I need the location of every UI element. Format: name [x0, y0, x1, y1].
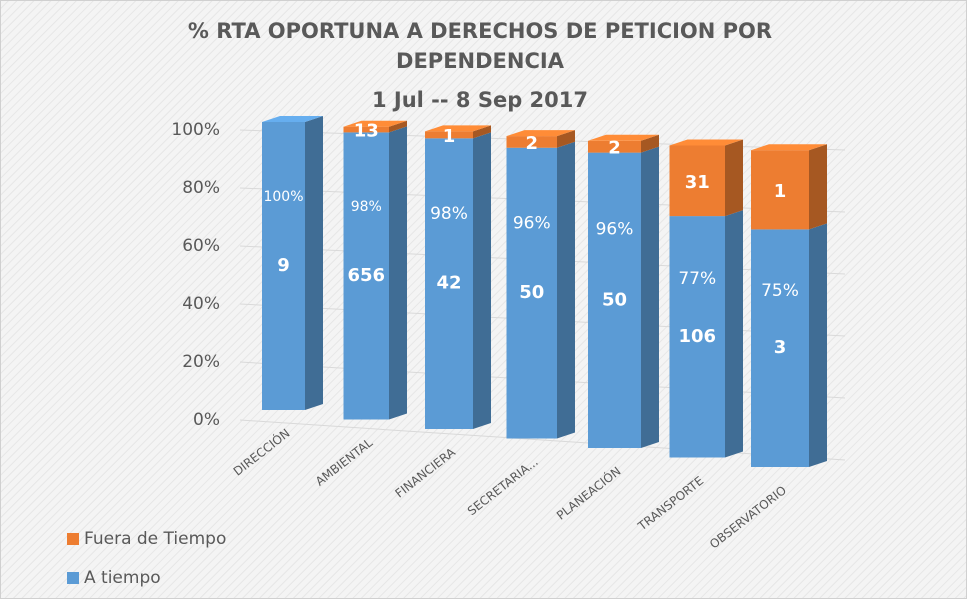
- y-tick-label: 60%: [182, 236, 220, 256]
- bar: [262, 122, 305, 410]
- bar-side: [557, 141, 575, 439]
- legend-label: A tiempo: [84, 568, 161, 588]
- y-tick-label: 20%: [182, 352, 220, 372]
- bar: [425, 138, 473, 429]
- grid-line: [239, 419, 846, 461]
- percent-label: 100%: [263, 189, 303, 205]
- legend-swatch: [67, 572, 79, 584]
- data-label: 2: [525, 133, 538, 154]
- data-label: 42: [436, 273, 461, 294]
- percent-label: 96%: [513, 213, 551, 233]
- percent-label: 96%: [596, 219, 634, 239]
- chart-title: % RTA OPORTUNA A DERECHOS DE PETICION PO…: [187, 19, 773, 73]
- bar-top: [506, 130, 575, 137]
- bar: [343, 132, 389, 420]
- bar-top: [669, 139, 743, 146]
- bar: [425, 131, 473, 139]
- data-label: 50: [602, 289, 627, 310]
- bar-side: [641, 146, 659, 448]
- data-label: 3: [774, 337, 787, 358]
- y-tick-label: 40%: [182, 294, 220, 314]
- data-label: 50: [519, 282, 544, 303]
- data-label: 106: [678, 326, 716, 347]
- data-label: 1: [443, 126, 456, 147]
- data-label: 31: [685, 172, 710, 193]
- bar: [506, 147, 557, 439]
- bar-side: [473, 132, 491, 429]
- bar-side: [557, 130, 575, 148]
- legend-swatch: [67, 533, 79, 545]
- data-label: 13: [354, 121, 379, 142]
- bar-top: [343, 120, 407, 127]
- bar: [588, 140, 641, 153]
- data-label: 656: [347, 265, 385, 286]
- bar-side: [725, 139, 743, 217]
- bar: [751, 150, 809, 230]
- percent-label: 98%: [351, 199, 382, 215]
- bar-top: [751, 144, 827, 151]
- bar-top: [588, 134, 659, 141]
- percent-label: 77%: [678, 269, 716, 289]
- bar-top: [425, 125, 491, 132]
- percent-label: 98%: [430, 204, 468, 224]
- bar: [669, 216, 725, 458]
- bar: [588, 152, 641, 448]
- y-tick-label: 80%: [182, 178, 220, 198]
- bar-side: [641, 134, 659, 153]
- y-tick-label: 0%: [193, 410, 220, 430]
- bar-side: [725, 210, 743, 458]
- bar: [343, 126, 389, 133]
- data-label: 2: [608, 138, 621, 159]
- percent-label: 75%: [761, 281, 799, 301]
- bar-side: [809, 144, 827, 230]
- data-label: 9: [277, 255, 290, 276]
- bar: [506, 136, 557, 148]
- bar-side: [389, 120, 407, 133]
- bar-side: [389, 126, 407, 420]
- bar-side: [809, 223, 827, 467]
- bar-top: [262, 116, 323, 122]
- bar-side: [305, 116, 323, 410]
- bar-side: [473, 125, 491, 139]
- bar: [751, 229, 809, 467]
- legend-label: Fuera de Tiempo: [84, 529, 226, 549]
- data-label: 1: [774, 181, 787, 202]
- chart-subtitle: 1 Jul -- 8 Sep 2017: [371, 88, 589, 112]
- bar: [669, 145, 725, 217]
- y-tick-label: 100%: [171, 120, 220, 140]
